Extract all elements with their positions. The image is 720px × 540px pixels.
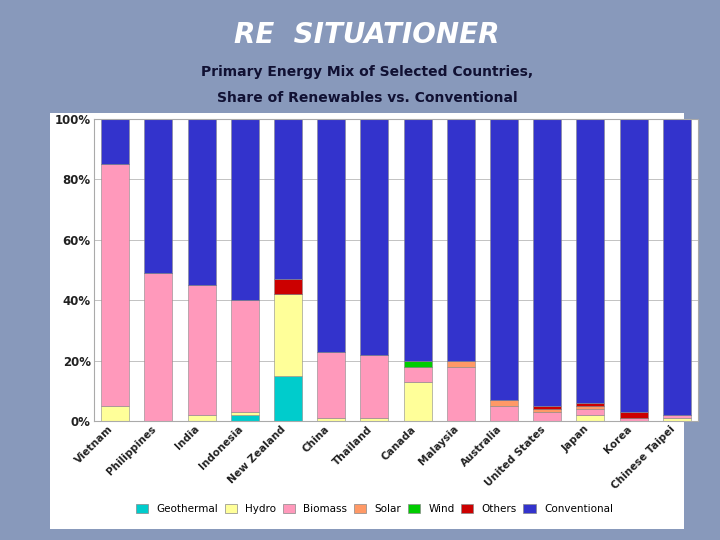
Bar — [187, 119, 216, 285]
Bar — [662, 119, 691, 415]
Legend: Geothermal, Hydro, Biomass, Solar, Wind, Others, Conventional: Geothermal, Hydro, Biomass, Solar, Wind,… — [132, 500, 617, 518]
Bar — [274, 376, 302, 421]
FancyBboxPatch shape — [32, 101, 703, 540]
Text: Primary Energy Mix of Selected Countries,: Primary Energy Mix of Selected Countries… — [201, 65, 534, 79]
Bar — [490, 400, 518, 406]
Bar — [317, 418, 346, 421]
Text: RE  SITUATIONER: RE SITUATIONER — [235, 22, 500, 50]
Bar — [446, 367, 474, 421]
Bar — [360, 355, 389, 418]
Bar — [360, 418, 389, 421]
Bar — [403, 119, 432, 361]
Bar — [317, 119, 346, 352]
Bar — [662, 418, 691, 421]
Bar — [490, 406, 518, 421]
Bar — [533, 412, 562, 421]
Bar — [577, 119, 605, 403]
Bar — [446, 361, 474, 367]
Bar — [187, 285, 216, 415]
Bar — [533, 409, 562, 412]
Bar — [403, 382, 432, 421]
Bar — [230, 412, 259, 415]
Bar — [230, 300, 259, 412]
Text: Share of Renewables vs. Conventional: Share of Renewables vs. Conventional — [217, 91, 518, 105]
Bar — [317, 352, 346, 418]
Bar — [274, 119, 302, 279]
Bar — [101, 119, 130, 164]
Bar — [619, 119, 648, 412]
Bar — [619, 418, 648, 421]
Bar — [577, 403, 605, 406]
Bar — [187, 415, 216, 421]
Bar — [145, 119, 173, 273]
Bar — [101, 164, 130, 406]
Bar — [403, 361, 432, 367]
Bar — [145, 273, 173, 421]
Bar — [230, 119, 259, 300]
Bar — [101, 406, 130, 421]
Bar — [533, 119, 562, 406]
Bar — [446, 119, 474, 361]
Bar — [360, 119, 389, 355]
Bar — [619, 412, 648, 418]
Bar — [533, 406, 562, 409]
Bar — [577, 406, 605, 409]
Bar — [662, 415, 691, 418]
Bar — [274, 294, 302, 376]
Bar — [577, 409, 605, 415]
Bar — [577, 415, 605, 421]
Bar — [230, 415, 259, 421]
Bar — [490, 119, 518, 400]
Bar — [274, 279, 302, 294]
Bar — [403, 367, 432, 382]
